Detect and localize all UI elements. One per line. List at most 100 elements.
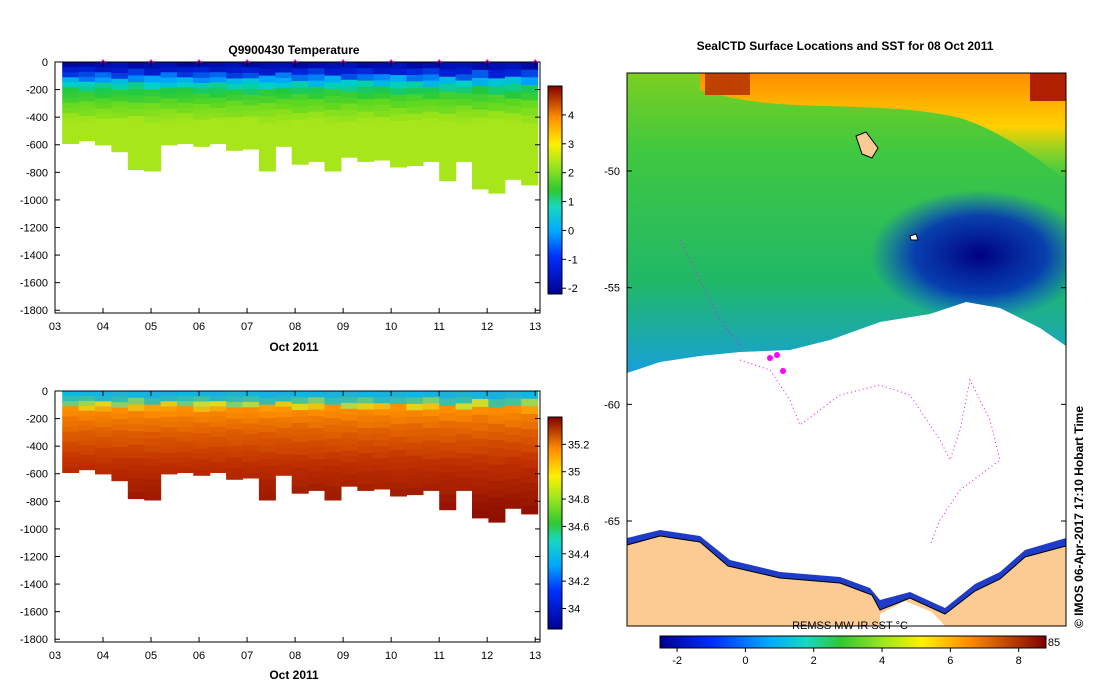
section-cell <box>127 391 145 399</box>
section-cell <box>78 121 96 127</box>
section-cell <box>242 100 260 106</box>
section-cell <box>226 139 244 146</box>
section-cell <box>78 425 96 431</box>
section-cell <box>340 67 358 75</box>
section-cell <box>127 162 145 171</box>
section-cell <box>406 475 424 483</box>
section-cell <box>373 104 391 112</box>
section-cell <box>488 176 506 186</box>
section-cell <box>439 465 457 474</box>
section-cell <box>390 489 408 497</box>
salinity-axes-frame <box>54 390 541 643</box>
x-tick-label: 08 <box>289 321 301 333</box>
section-cell <box>308 428 326 435</box>
section-cell <box>242 143 260 150</box>
section-cell <box>422 86 440 94</box>
section-cell <box>406 397 424 405</box>
section-cell <box>226 468 244 475</box>
section-cell <box>95 396 112 402</box>
colorbar-tick-label: 35.2 <box>568 439 589 451</box>
section-cell <box>324 62 342 70</box>
y-tick-label: -200 <box>26 414 48 426</box>
section-cell <box>455 403 473 411</box>
section-cell <box>95 93 112 99</box>
section-cell <box>144 109 162 118</box>
section-cell <box>209 77 227 83</box>
section-cell <box>111 134 129 141</box>
section-cell <box>275 396 293 403</box>
temperature-section-plot <box>62 59 539 194</box>
section-cell <box>258 164 276 172</box>
section-cell <box>258 411 276 419</box>
section-cell <box>373 153 391 161</box>
section-cell <box>521 77 539 86</box>
section-cell <box>340 115 358 122</box>
section-cell <box>390 469 408 477</box>
section-cell <box>291 87 309 95</box>
section-cell <box>504 391 522 399</box>
section-cell <box>324 68 342 77</box>
section-cell <box>144 486 162 494</box>
section-cell <box>209 406 227 412</box>
map-colorbar-tick-label: -2 <box>672 655 682 667</box>
section-cell <box>144 418 162 426</box>
section-cell <box>193 469 211 476</box>
y-tick-label: -800 <box>26 167 48 179</box>
section-cell <box>209 72 227 78</box>
section-cell <box>488 415 506 425</box>
section-cell <box>62 62 80 68</box>
section-cell <box>209 426 227 433</box>
section-cell <box>422 409 440 417</box>
section-cell <box>111 391 129 398</box>
section-cell <box>127 82 145 90</box>
section-cell <box>439 428 457 437</box>
section-cell <box>95 447 112 454</box>
section-cell <box>127 458 145 466</box>
section-cell <box>340 450 358 457</box>
section-cell <box>324 418 342 426</box>
section-cell <box>488 152 506 161</box>
section-cell <box>455 465 473 473</box>
section-cell <box>340 474 358 481</box>
section-cell <box>209 396 227 402</box>
section-cell <box>177 97 194 104</box>
section-cell <box>177 441 194 448</box>
section-cell <box>127 471 145 479</box>
section-cell <box>390 127 408 135</box>
section-cell <box>160 406 178 413</box>
section-cell <box>160 108 178 115</box>
section-cell <box>209 391 227 397</box>
section-cell <box>78 445 96 451</box>
x-tick-label: 11 <box>433 650 444 662</box>
section-cell <box>373 421 391 429</box>
section-cell <box>62 441 80 448</box>
section-cell <box>488 505 506 515</box>
section-cell <box>144 431 162 440</box>
section-cell <box>439 136 457 145</box>
section-cell <box>324 472 342 481</box>
section-cell <box>488 78 506 88</box>
section-cell <box>488 111 506 120</box>
section-cell <box>291 461 309 469</box>
section-cell <box>455 391 473 398</box>
section-cell <box>226 122 244 129</box>
section-cell <box>127 129 145 137</box>
section-cell <box>390 404 408 412</box>
section-cell <box>291 480 309 488</box>
y-tick-label: -600 <box>26 469 48 481</box>
y-tick-label: -1400 <box>20 250 48 262</box>
section-cell <box>226 117 244 124</box>
section-cell <box>127 485 145 493</box>
section-cell <box>144 397 162 406</box>
section-cell <box>95 77 112 84</box>
section-cell <box>144 102 162 111</box>
section-cell <box>324 493 342 501</box>
section-cell <box>390 463 408 471</box>
section-cell <box>226 451 244 458</box>
section-cell <box>373 440 391 447</box>
section-cell <box>78 415 96 422</box>
section-cell <box>406 113 424 121</box>
y-tick-label: -1800 <box>20 305 48 317</box>
section-cell <box>291 397 309 405</box>
map-y-tick-label: -55 <box>604 283 620 295</box>
